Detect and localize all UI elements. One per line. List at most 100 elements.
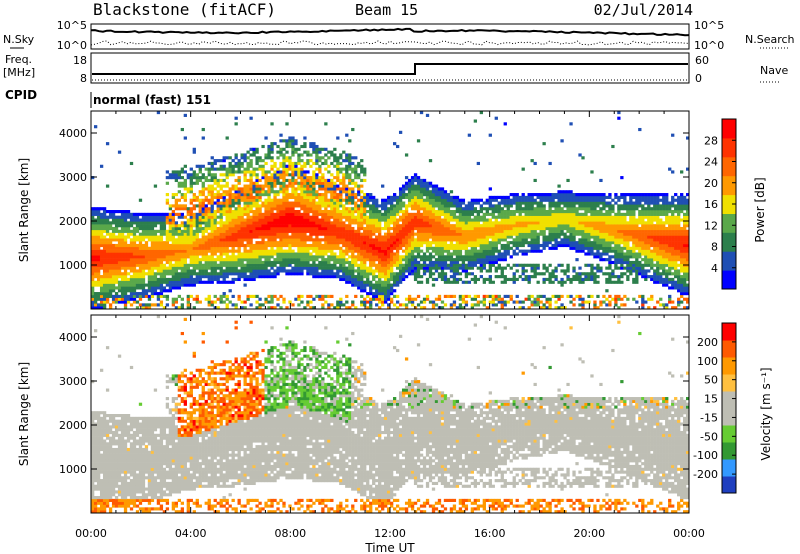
power-cell bbox=[446, 232, 451, 236]
power-cell bbox=[165, 289, 170, 293]
power-cell bbox=[291, 190, 295, 194]
power-cell bbox=[375, 275, 379, 279]
power-cell bbox=[117, 289, 122, 293]
power-cell bbox=[246, 235, 250, 239]
power-cell bbox=[93, 210, 98, 214]
power-cell bbox=[324, 153, 328, 157]
power-cell bbox=[105, 252, 110, 256]
power-cell bbox=[360, 269, 364, 273]
power-cell bbox=[213, 178, 217, 183]
power-cell bbox=[258, 260, 262, 265]
power-cell bbox=[369, 258, 373, 262]
power-cell bbox=[270, 187, 274, 191]
power-cell bbox=[336, 221, 340, 225]
power-cell bbox=[449, 263, 454, 267]
power-cell bbox=[324, 272, 328, 276]
power-cell bbox=[297, 173, 301, 177]
power-cell bbox=[120, 280, 125, 284]
power-cell bbox=[267, 252, 271, 256]
power-cell bbox=[440, 201, 445, 205]
power-cell bbox=[126, 260, 131, 265]
power-cell bbox=[342, 190, 346, 194]
power-cell bbox=[249, 252, 253, 256]
power-cell bbox=[210, 161, 214, 166]
power-cell bbox=[387, 215, 391, 219]
power-cell bbox=[159, 269, 164, 273]
power-cell bbox=[306, 294, 310, 298]
power-cell bbox=[147, 215, 152, 219]
power-cell bbox=[234, 255, 238, 259]
power-cell bbox=[111, 277, 116, 282]
power-cell bbox=[333, 229, 337, 233]
power-cell bbox=[398, 210, 403, 214]
power-cell bbox=[461, 246, 466, 250]
power-cell bbox=[267, 181, 271, 185]
power-cell bbox=[261, 215, 265, 219]
power-cell bbox=[297, 215, 301, 219]
power-cell bbox=[357, 198, 361, 202]
power-cell bbox=[270, 300, 274, 304]
power-cell bbox=[476, 303, 480, 307]
power-cell bbox=[243, 263, 247, 267]
power-cell bbox=[255, 306, 259, 310]
power-cell bbox=[297, 258, 301, 262]
power-cell bbox=[503, 266, 507, 270]
power-cell bbox=[159, 238, 164, 242]
power-cell bbox=[222, 178, 226, 183]
power-cell bbox=[162, 263, 167, 267]
power-cell bbox=[297, 232, 301, 236]
power-cell bbox=[246, 252, 250, 256]
power-cell bbox=[488, 263, 492, 267]
power-cell bbox=[422, 193, 427, 197]
power-cell bbox=[345, 198, 349, 202]
power-cell bbox=[246, 258, 250, 262]
power-cell bbox=[243, 238, 247, 242]
power-cell bbox=[500, 269, 504, 273]
power-cell bbox=[315, 275, 319, 279]
power-cell bbox=[303, 252, 307, 256]
power-cell bbox=[419, 178, 424, 183]
power-cell bbox=[159, 232, 164, 236]
power-cell bbox=[300, 246, 304, 250]
power-cell bbox=[114, 243, 119, 248]
power-cell bbox=[366, 215, 370, 219]
power-cell bbox=[207, 207, 211, 211]
power-cell bbox=[291, 235, 295, 239]
power-cell bbox=[443, 243, 448, 248]
power-cell bbox=[336, 226, 340, 231]
power-cell bbox=[288, 238, 292, 242]
power-cell bbox=[342, 255, 346, 259]
power-cell bbox=[381, 289, 385, 293]
power-cell bbox=[165, 215, 170, 219]
power-cell bbox=[425, 294, 430, 298]
power-cell bbox=[458, 232, 463, 236]
power-cell bbox=[111, 289, 116, 293]
power-cell bbox=[404, 176, 409, 180]
power-cell bbox=[240, 210, 244, 214]
power-cell bbox=[258, 195, 262, 199]
power-cell bbox=[159, 303, 164, 307]
power-cell bbox=[171, 263, 176, 267]
power-cell bbox=[401, 229, 406, 233]
power-cell bbox=[464, 215, 469, 219]
power-cell bbox=[419, 306, 424, 310]
power-cell bbox=[503, 255, 507, 259]
power-cell bbox=[437, 263, 442, 267]
power-cell bbox=[503, 212, 507, 216]
power-cell bbox=[303, 184, 307, 188]
power-cell bbox=[243, 235, 247, 239]
power-cell bbox=[366, 243, 370, 248]
power-cell bbox=[419, 263, 424, 267]
power-cell bbox=[270, 224, 274, 228]
power-cell bbox=[345, 218, 349, 222]
power-cell bbox=[398, 193, 403, 197]
power-cell bbox=[201, 218, 205, 222]
power-cell bbox=[297, 181, 301, 185]
power-cell bbox=[225, 198, 229, 202]
power-cell bbox=[216, 272, 220, 276]
power-cell bbox=[273, 178, 277, 183]
power-cell bbox=[225, 235, 229, 239]
power-cell bbox=[419, 235, 424, 239]
power-cell bbox=[413, 221, 418, 225]
power-cell bbox=[141, 280, 146, 284]
